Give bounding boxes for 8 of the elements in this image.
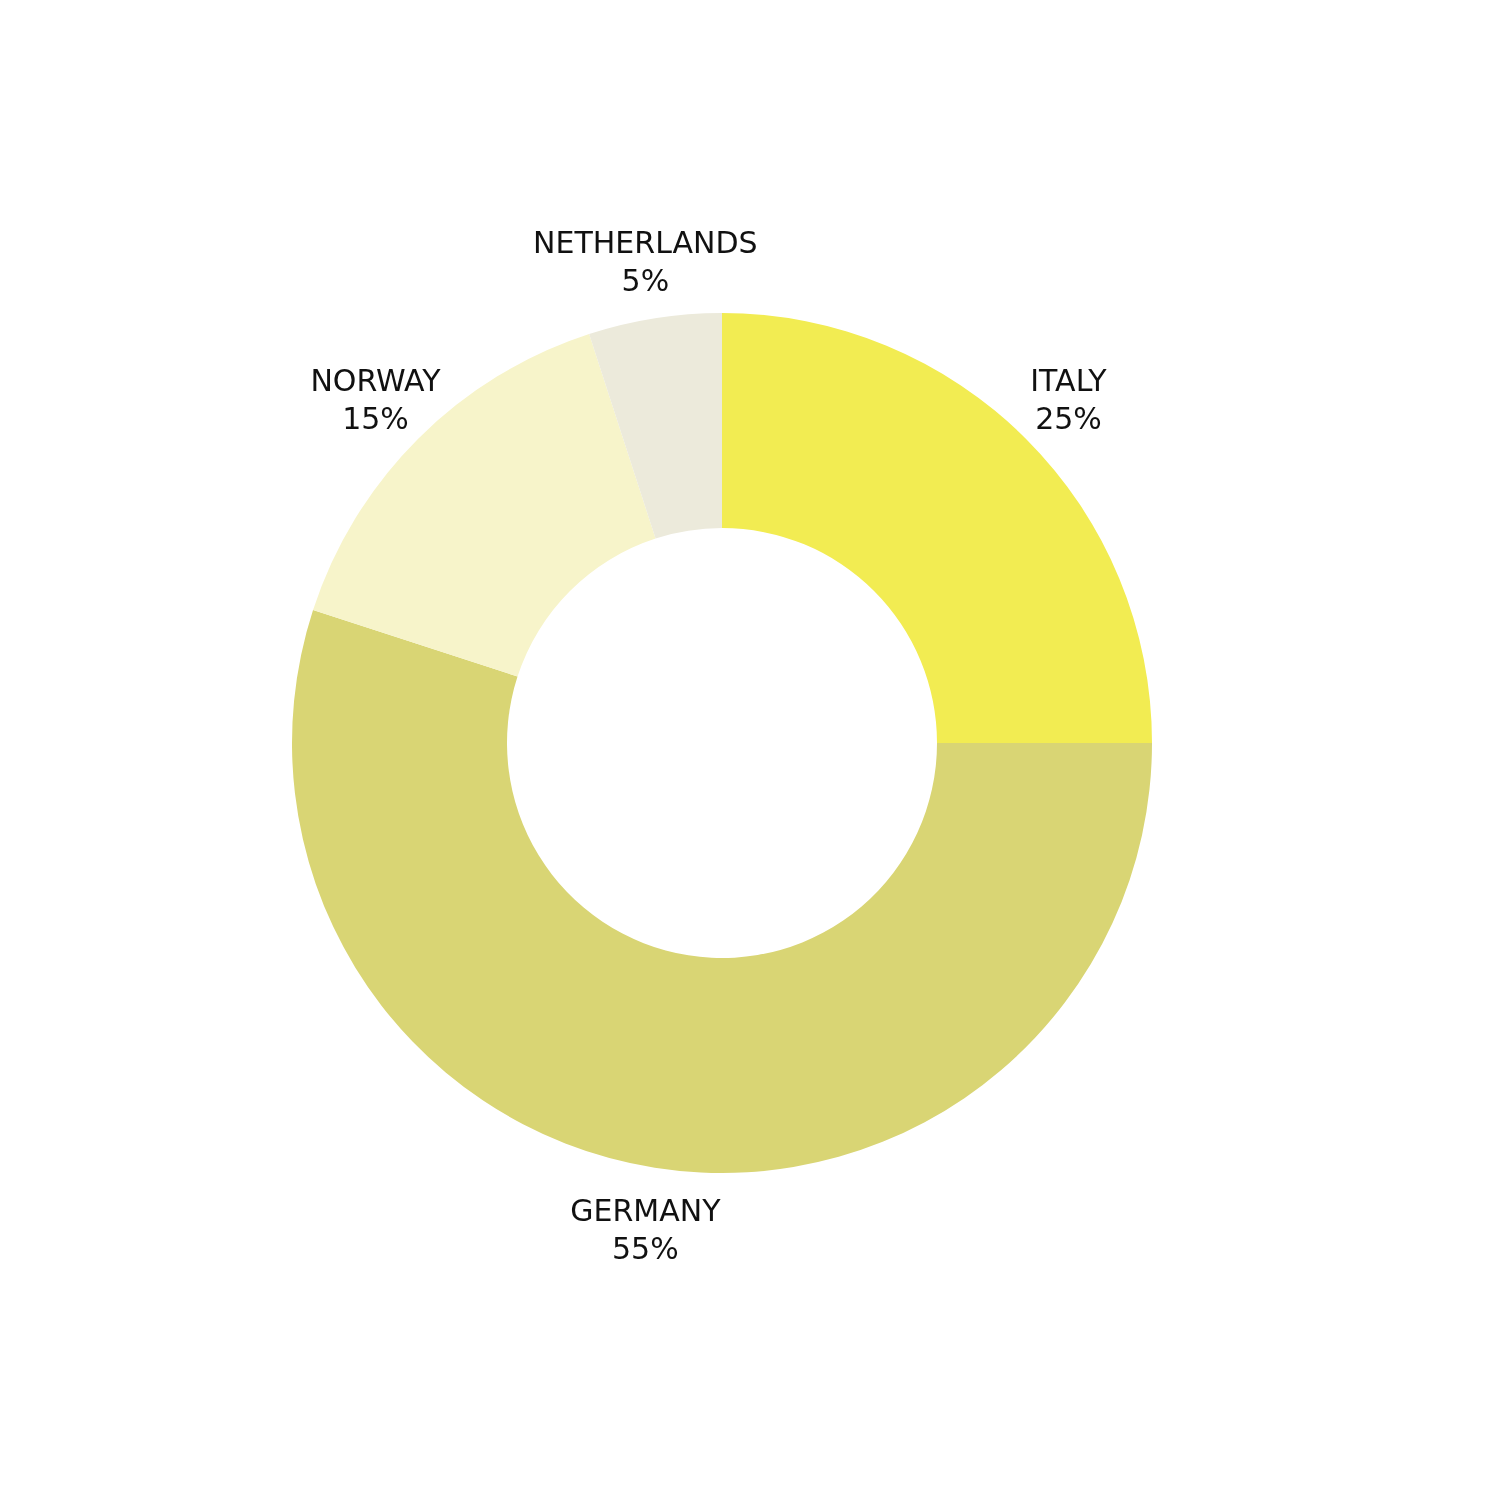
data-label: 5%	[621, 263, 670, 299]
data-label: 55%	[612, 1230, 679, 1266]
slice-label: ITALY	[1030, 362, 1108, 398]
slice-label: NETHERLANDS	[533, 225, 758, 261]
slice-label: GERMANY	[570, 1192, 722, 1228]
data-label: 25%	[1035, 400, 1102, 436]
slice-label: NORWAY	[310, 362, 442, 398]
data-label: 15%	[342, 400, 409, 436]
